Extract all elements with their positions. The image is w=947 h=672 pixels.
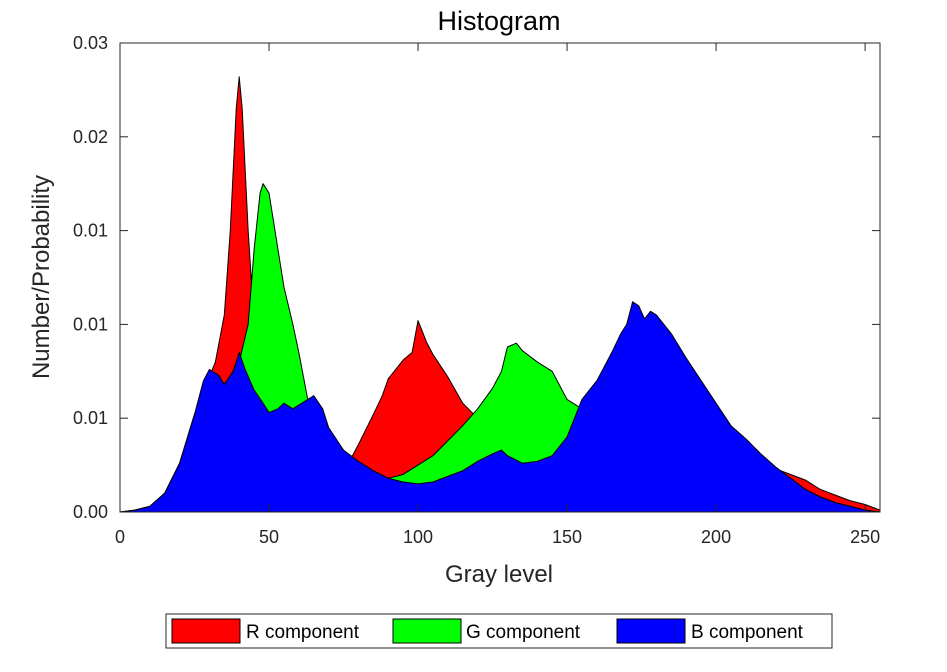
- x-tick-label: 100: [403, 527, 433, 547]
- y-tick-label: 0.01: [73, 314, 108, 334]
- legend-label-r: R component: [246, 622, 360, 643]
- y-tick-label: 0.03: [73, 33, 108, 53]
- x-tick-label: 200: [701, 527, 731, 547]
- plot-frame: [119, 42, 881, 513]
- legend-swatch-r: [171, 618, 241, 644]
- legend-swatch-b: [616, 618, 686, 644]
- legend-label-g: G component: [466, 622, 581, 643]
- legend-label-b: B component: [691, 622, 804, 643]
- x-axis-title: Gray level: [445, 561, 553, 588]
- series-layer: [119, 76, 881, 513]
- tick-layer: 0 50 100 150 200 250 0.00 0.01 0.01 0.01 0.02 0.03: [73, 33, 880, 547]
- x-tick-label: 0: [115, 527, 125, 547]
- x-tick-label: 250: [850, 527, 880, 547]
- chart-title: Histogram: [437, 6, 560, 36]
- y-tick-label: 0.00: [73, 502, 108, 522]
- y-tick-label: 0.01: [73, 221, 108, 241]
- y-axis-title: Number/Probability: [28, 175, 55, 379]
- legend-box: [165, 613, 833, 649]
- y-tick-label: 0.01: [73, 408, 108, 428]
- x-tick-label: 150: [552, 527, 582, 547]
- area-series-2: [119, 301, 881, 513]
- x-tick-label: 50: [259, 527, 279, 547]
- legend: R component G component B component: [165, 613, 833, 649]
- y-tick-label: 0.02: [73, 127, 108, 147]
- legend-swatch-g: [392, 618, 462, 644]
